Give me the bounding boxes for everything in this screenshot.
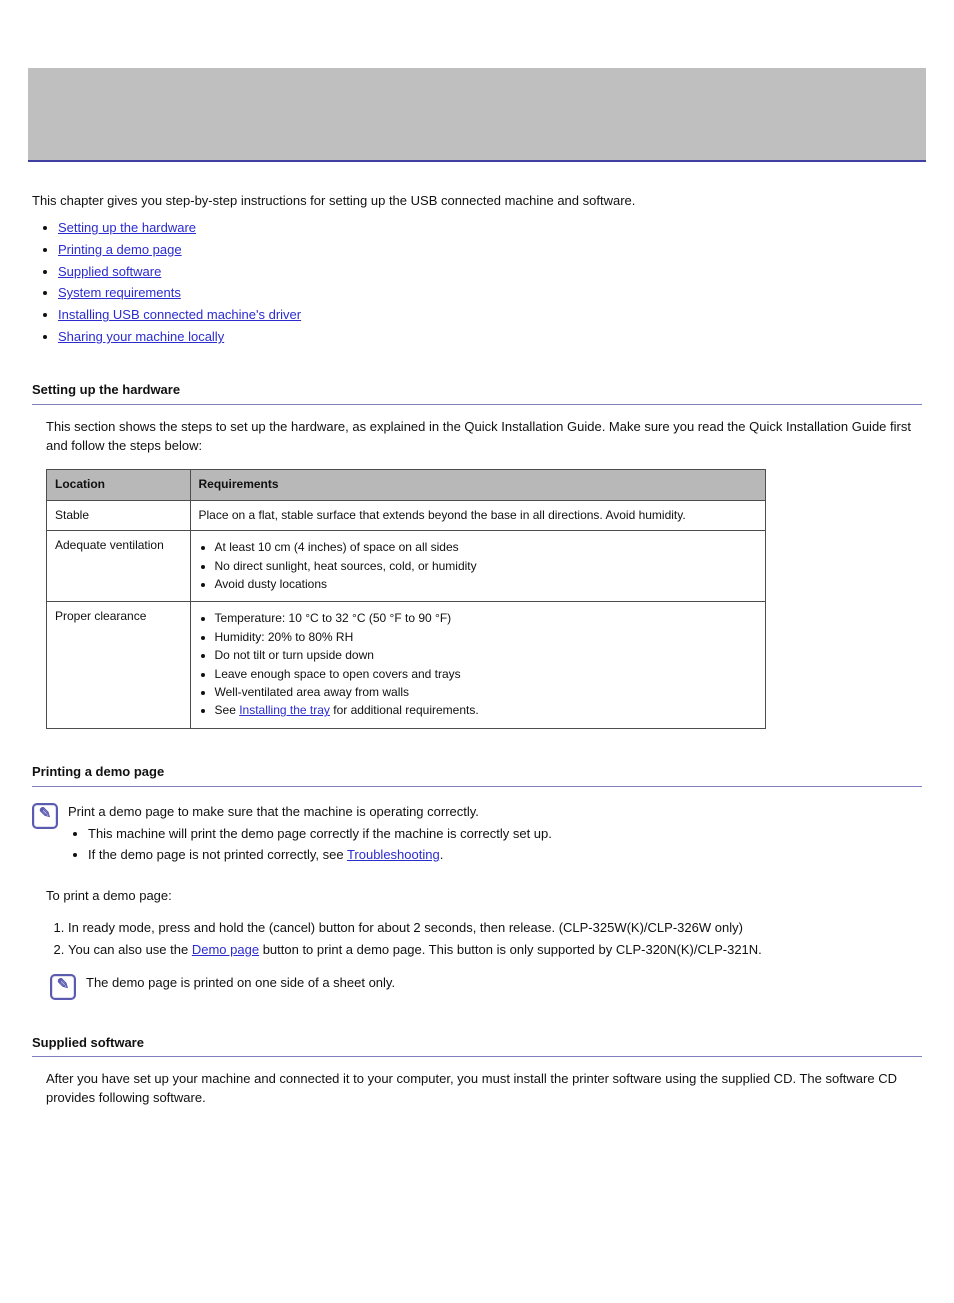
hw-header-loc: Location — [47, 470, 191, 500]
see-installing-tray-link[interactable]: Installing the tray — [239, 703, 330, 717]
demo-steps-title: To print a demo page: — [46, 887, 926, 906]
hw-row0-loc: Stable — [47, 500, 191, 530]
note-block-demo2: ✎ The demo page is printed on one side o… — [50, 974, 922, 1000]
hw-row2-loc: Proper clearance — [47, 602, 191, 728]
toc-link-software[interactable]: Supplied software — [58, 264, 161, 279]
note-block-demo: ✎ Print a demo page to make sure that th… — [32, 803, 922, 870]
section-title-demo: Printing a demo page — [32, 763, 922, 787]
lead-paragraph: This chapter gives you step-by-step inst… — [32, 192, 926, 211]
demo-note2: The demo page is printed on one side of … — [86, 974, 922, 993]
toc-link-demo[interactable]: Printing a demo page — [58, 242, 182, 257]
note-icon: ✎ — [32, 803, 58, 829]
toc-link-hardware[interactable]: Setting up the hardware — [58, 220, 196, 235]
toc-link-share[interactable]: Sharing your machine locally — [58, 329, 224, 344]
demo-step-1: In ready mode, press and hold the (cance… — [68, 919, 926, 938]
hw-row1-loc: Adequate ventilation — [47, 531, 191, 602]
demo-page-link[interactable]: Demo page — [192, 942, 259, 957]
page-banner — [28, 68, 926, 162]
toc-link-sysreq[interactable]: System requirements — [58, 285, 181, 300]
hardware-intro: This section shows the steps to set up t… — [46, 418, 926, 456]
table-of-contents: Setting up the hardware Printing a demo … — [58, 219, 926, 347]
note-icon: ✎ — [50, 974, 76, 1000]
demo-note: Print a demo page to make sure that the … — [68, 803, 922, 822]
hw-header-req: Requirements — [190, 470, 765, 500]
hw-row1-req: At least 10 cm (4 inches) of space on al… — [190, 531, 765, 602]
demo-bullet-1: If the demo page is not printed correctl… — [88, 846, 922, 865]
demo-step-2: You can also use the Demo page button to… — [68, 941, 926, 960]
hardware-table: Location Requirements Stable Place on a … — [46, 469, 766, 728]
hw-row2-req: Temperature: 10 °C to 32 °C (50 °F to 90… — [190, 602, 765, 728]
hw-row0-req: Place on a flat, stable surface that ext… — [190, 500, 765, 530]
demo-bullet-0: This machine will print the demo page co… — [88, 825, 922, 844]
demo-steps: In ready mode, press and hold the (cance… — [68, 919, 926, 960]
software-text: After you have set up your machine and c… — [46, 1070, 926, 1108]
section-title-software: Supplied software — [32, 1034, 922, 1058]
toc-link-usb[interactable]: Installing USB connected machine's drive… — [58, 307, 301, 322]
section-title-hardware: Setting up the hardware — [32, 381, 922, 405]
troubleshooting-link[interactable]: Troubleshooting — [347, 847, 440, 862]
